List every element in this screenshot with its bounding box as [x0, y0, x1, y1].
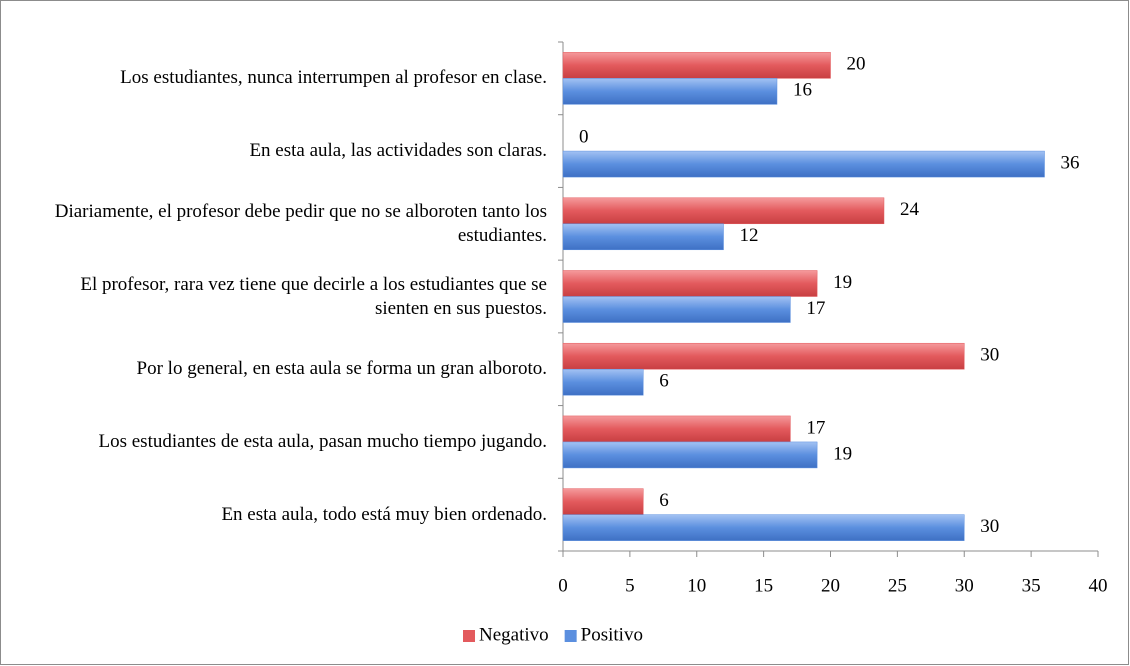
value-label: 16	[793, 80, 812, 101]
x-tick-label: 40	[1089, 575, 1108, 596]
category-label: En esta aula, todo está muy bien ordenad…	[221, 503, 547, 525]
bar	[562, 197, 885, 225]
value-label: 17	[806, 417, 825, 438]
bar	[562, 296, 791, 323]
x-tick-label: 10	[687, 575, 706, 596]
x-tick-label: 0	[558, 575, 568, 596]
x-tick-label: 25	[888, 575, 907, 596]
value-label: 12	[740, 225, 759, 246]
legend-label: Negativo	[479, 624, 549, 645]
bar	[562, 415, 791, 443]
value-label: 19	[833, 272, 852, 293]
category-label: Diariamente, el profesor debe pedir que …	[54, 200, 547, 246]
value-label: 20	[847, 54, 866, 75]
bar	[562, 441, 818, 469]
category-label: Los estudiantes de esta aula, pasan much…	[98, 430, 548, 452]
value-label: 0	[579, 126, 589, 147]
bar	[562, 342, 965, 370]
bar	[562, 368, 644, 396]
x-tick-label: 5	[625, 575, 635, 596]
category-label: Los estudiantes, nunca interrumpen al pr…	[120, 67, 547, 89]
value-label: 17	[806, 298, 825, 319]
bar	[562, 514, 965, 541]
category-label: El profesor, rara vez tiene que decirle …	[80, 273, 547, 319]
bar	[562, 52, 831, 79]
value-label: 19	[833, 443, 852, 464]
bar	[562, 223, 724, 251]
value-label: 36	[1061, 152, 1080, 173]
bar	[562, 270, 818, 297]
value-label: 30	[980, 345, 999, 366]
value-label: 24	[900, 199, 920, 220]
legend-label: Positivo	[581, 624, 643, 645]
category-label: En esta aula, las actividades son claras…	[249, 140, 547, 162]
x-tick-label: 30	[955, 575, 974, 596]
x-tick-label: 20	[821, 575, 840, 596]
bar	[562, 488, 644, 515]
value-label: 6	[659, 490, 669, 511]
bar	[562, 150, 1045, 178]
value-label: 30	[980, 516, 999, 537]
x-tick-label: 35	[1022, 575, 1041, 596]
legend-swatch	[564, 630, 577, 642]
legend-swatch	[463, 630, 475, 642]
category-label: Por lo general, en esta aula se forma un…	[136, 358, 547, 380]
x-tick-label: 15	[754, 575, 773, 596]
bar	[562, 78, 778, 105]
value-label: 6	[659, 371, 669, 392]
